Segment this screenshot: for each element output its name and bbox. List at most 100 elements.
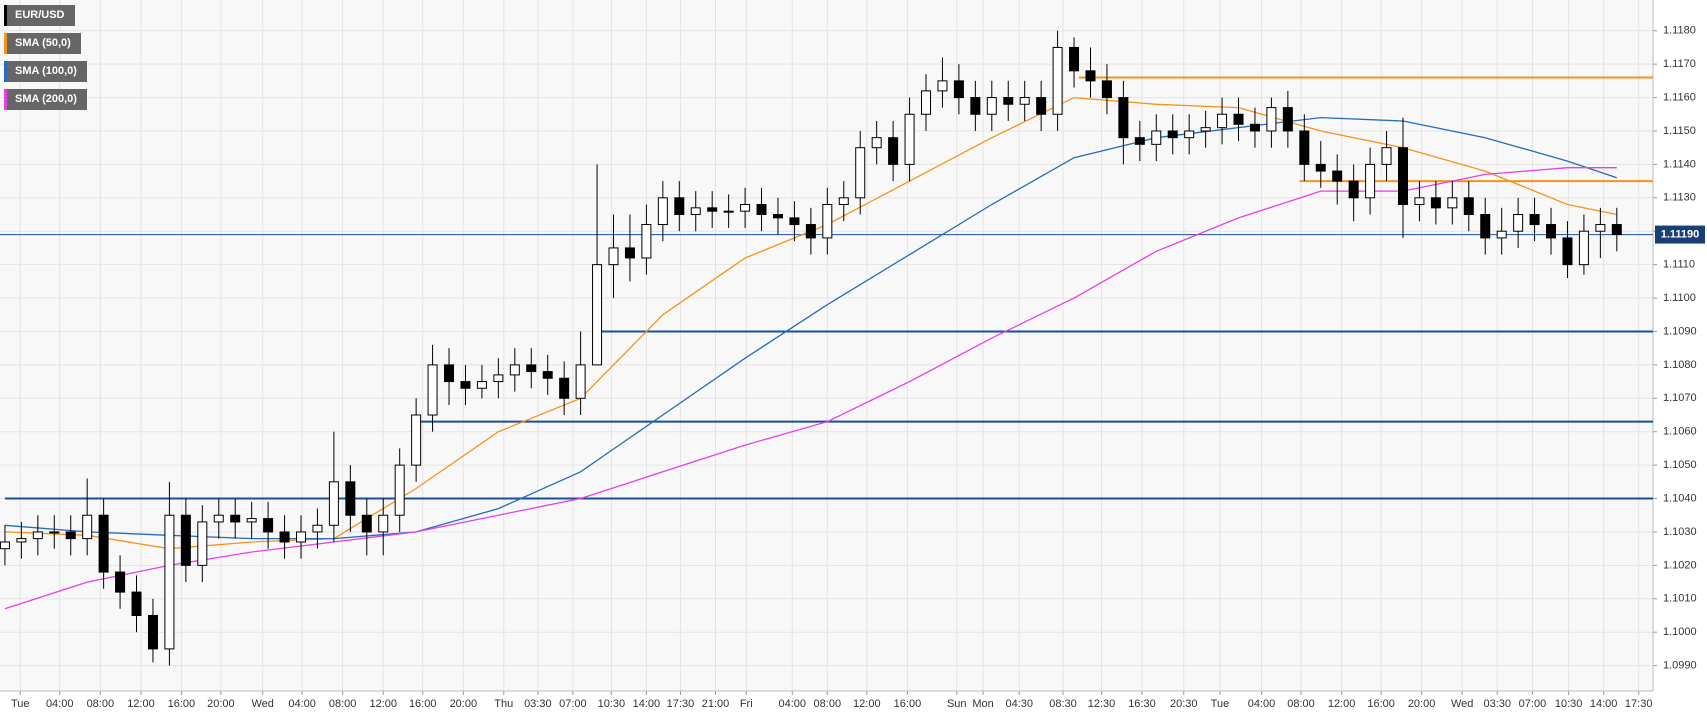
candle-body [1578,230,1589,266]
y-tick-label: 1.1110 [1663,259,1695,271]
candle-body [328,481,339,526]
candle-body [378,514,389,533]
x-tick-label: 16:00 [1367,698,1395,710]
x-tick-label: 08:30 [1049,698,1077,710]
candle-body [1036,97,1047,115]
candle-body [1315,163,1326,172]
candle-body [690,207,701,216]
candle-body [460,381,471,389]
candle-body [295,531,306,543]
y-tick-label: 1.1100 [1663,292,1696,304]
candle-body [740,203,751,212]
x-tick-label: 07:00 [1519,698,1547,710]
candle-body [164,514,175,650]
candle-body [937,80,948,92]
candle-body [230,514,241,523]
x-tick-label: 12:00 [853,698,881,710]
candle-body [1397,147,1408,205]
candle-body [542,371,553,379]
candle-body [888,137,899,165]
x-tick-label: 16:00 [409,698,437,710]
candle-body [509,364,520,376]
candle-body [1299,130,1310,165]
candle-body [115,571,126,593]
candle-body [921,90,932,115]
candle-body [1282,107,1293,132]
candle-body [1118,97,1129,139]
candle-body [1529,214,1540,226]
candle-body [608,247,619,266]
x-tick-label: 20:00 [450,698,478,710]
y-tick-label: 1.1090 [1663,325,1697,337]
x-tick-label: 12:00 [369,698,397,710]
x-tick-label: 08:00 [1287,698,1315,710]
candle-body [1447,197,1458,209]
x-tick-label: Fri [740,698,753,710]
x-tick-label: 20:00 [1408,698,1436,710]
candle-body [1480,214,1491,239]
candle-body [1200,127,1211,132]
y-tick-label: 1.1150 [1663,125,1696,137]
candle-body [789,217,800,226]
candle-body [1134,137,1145,145]
y-tick-label: 1.1060 [1663,426,1697,438]
y-tick-label: 1.1170 [1663,58,1696,70]
x-tick-label: Wed [251,698,273,710]
candle-body [838,197,849,205]
candle-body [1562,237,1573,266]
x-tick-label: 08:00 [814,698,842,710]
x-tick-label: Tue [1211,698,1230,710]
candle-body [1611,224,1622,236]
x-tick-label: 14:00 [1590,698,1618,710]
candle-body [657,197,668,226]
legend-item: SMA (100,0) [4,61,87,82]
x-tick-label: 16:30 [1128,698,1156,710]
last-price-label: 1.11190 [1661,228,1700,240]
y-tick-label: 1.1030 [1663,526,1697,538]
candle-body [82,514,93,540]
candle-body [1101,80,1112,99]
legend-item: EUR/USD [4,5,75,26]
candle-body [624,247,635,259]
x-tick-label: Tue [11,698,30,710]
x-tick-label: 20:30 [1170,698,1198,710]
candle-body [559,377,570,399]
y-tick-label: 1.1160 [1663,91,1696,103]
y-tick-label: 1.1050 [1663,459,1697,471]
x-tick-label: 10:30 [598,698,626,710]
x-tick-label: Mon [972,698,993,710]
last-price-tag [1655,225,1705,244]
x-tick-label: Sun [947,698,967,710]
x-tick-label: 04:30 [1006,698,1034,710]
candle-body [1019,97,1030,105]
candle-body [1365,163,1376,199]
candle-body [180,514,191,566]
candle-body [394,464,405,516]
x-tick-label: 12:00 [127,698,155,710]
candle-body [213,514,224,523]
candle-body [1151,130,1162,145]
candle-body [65,531,76,540]
candle-body [1184,130,1195,139]
sma-line [4,167,1617,610]
x-tick-label: Wed [1451,698,1473,710]
candle-body [1430,197,1441,209]
x-tick-label: 08:00 [87,698,115,710]
candle-body [476,381,487,389]
candle-body [279,531,290,543]
sma-line [4,116,1618,540]
x-tick-label: 20:00 [207,698,235,710]
x-tick-label: 17:30 [1625,698,1653,710]
candle-body [1266,107,1277,132]
candle-body [345,481,356,516]
x-tick-label: 03:30 [524,698,552,710]
candle-body [1546,224,1557,239]
candle-body [1167,130,1178,139]
candle-body [32,531,43,540]
candle-body [1348,180,1359,199]
x-tick-label: 10:30 [1555,698,1583,710]
x-tick-label: 04:00 [46,698,74,710]
candle-body [986,97,997,115]
y-tick-label: 1.1020 [1663,559,1697,571]
